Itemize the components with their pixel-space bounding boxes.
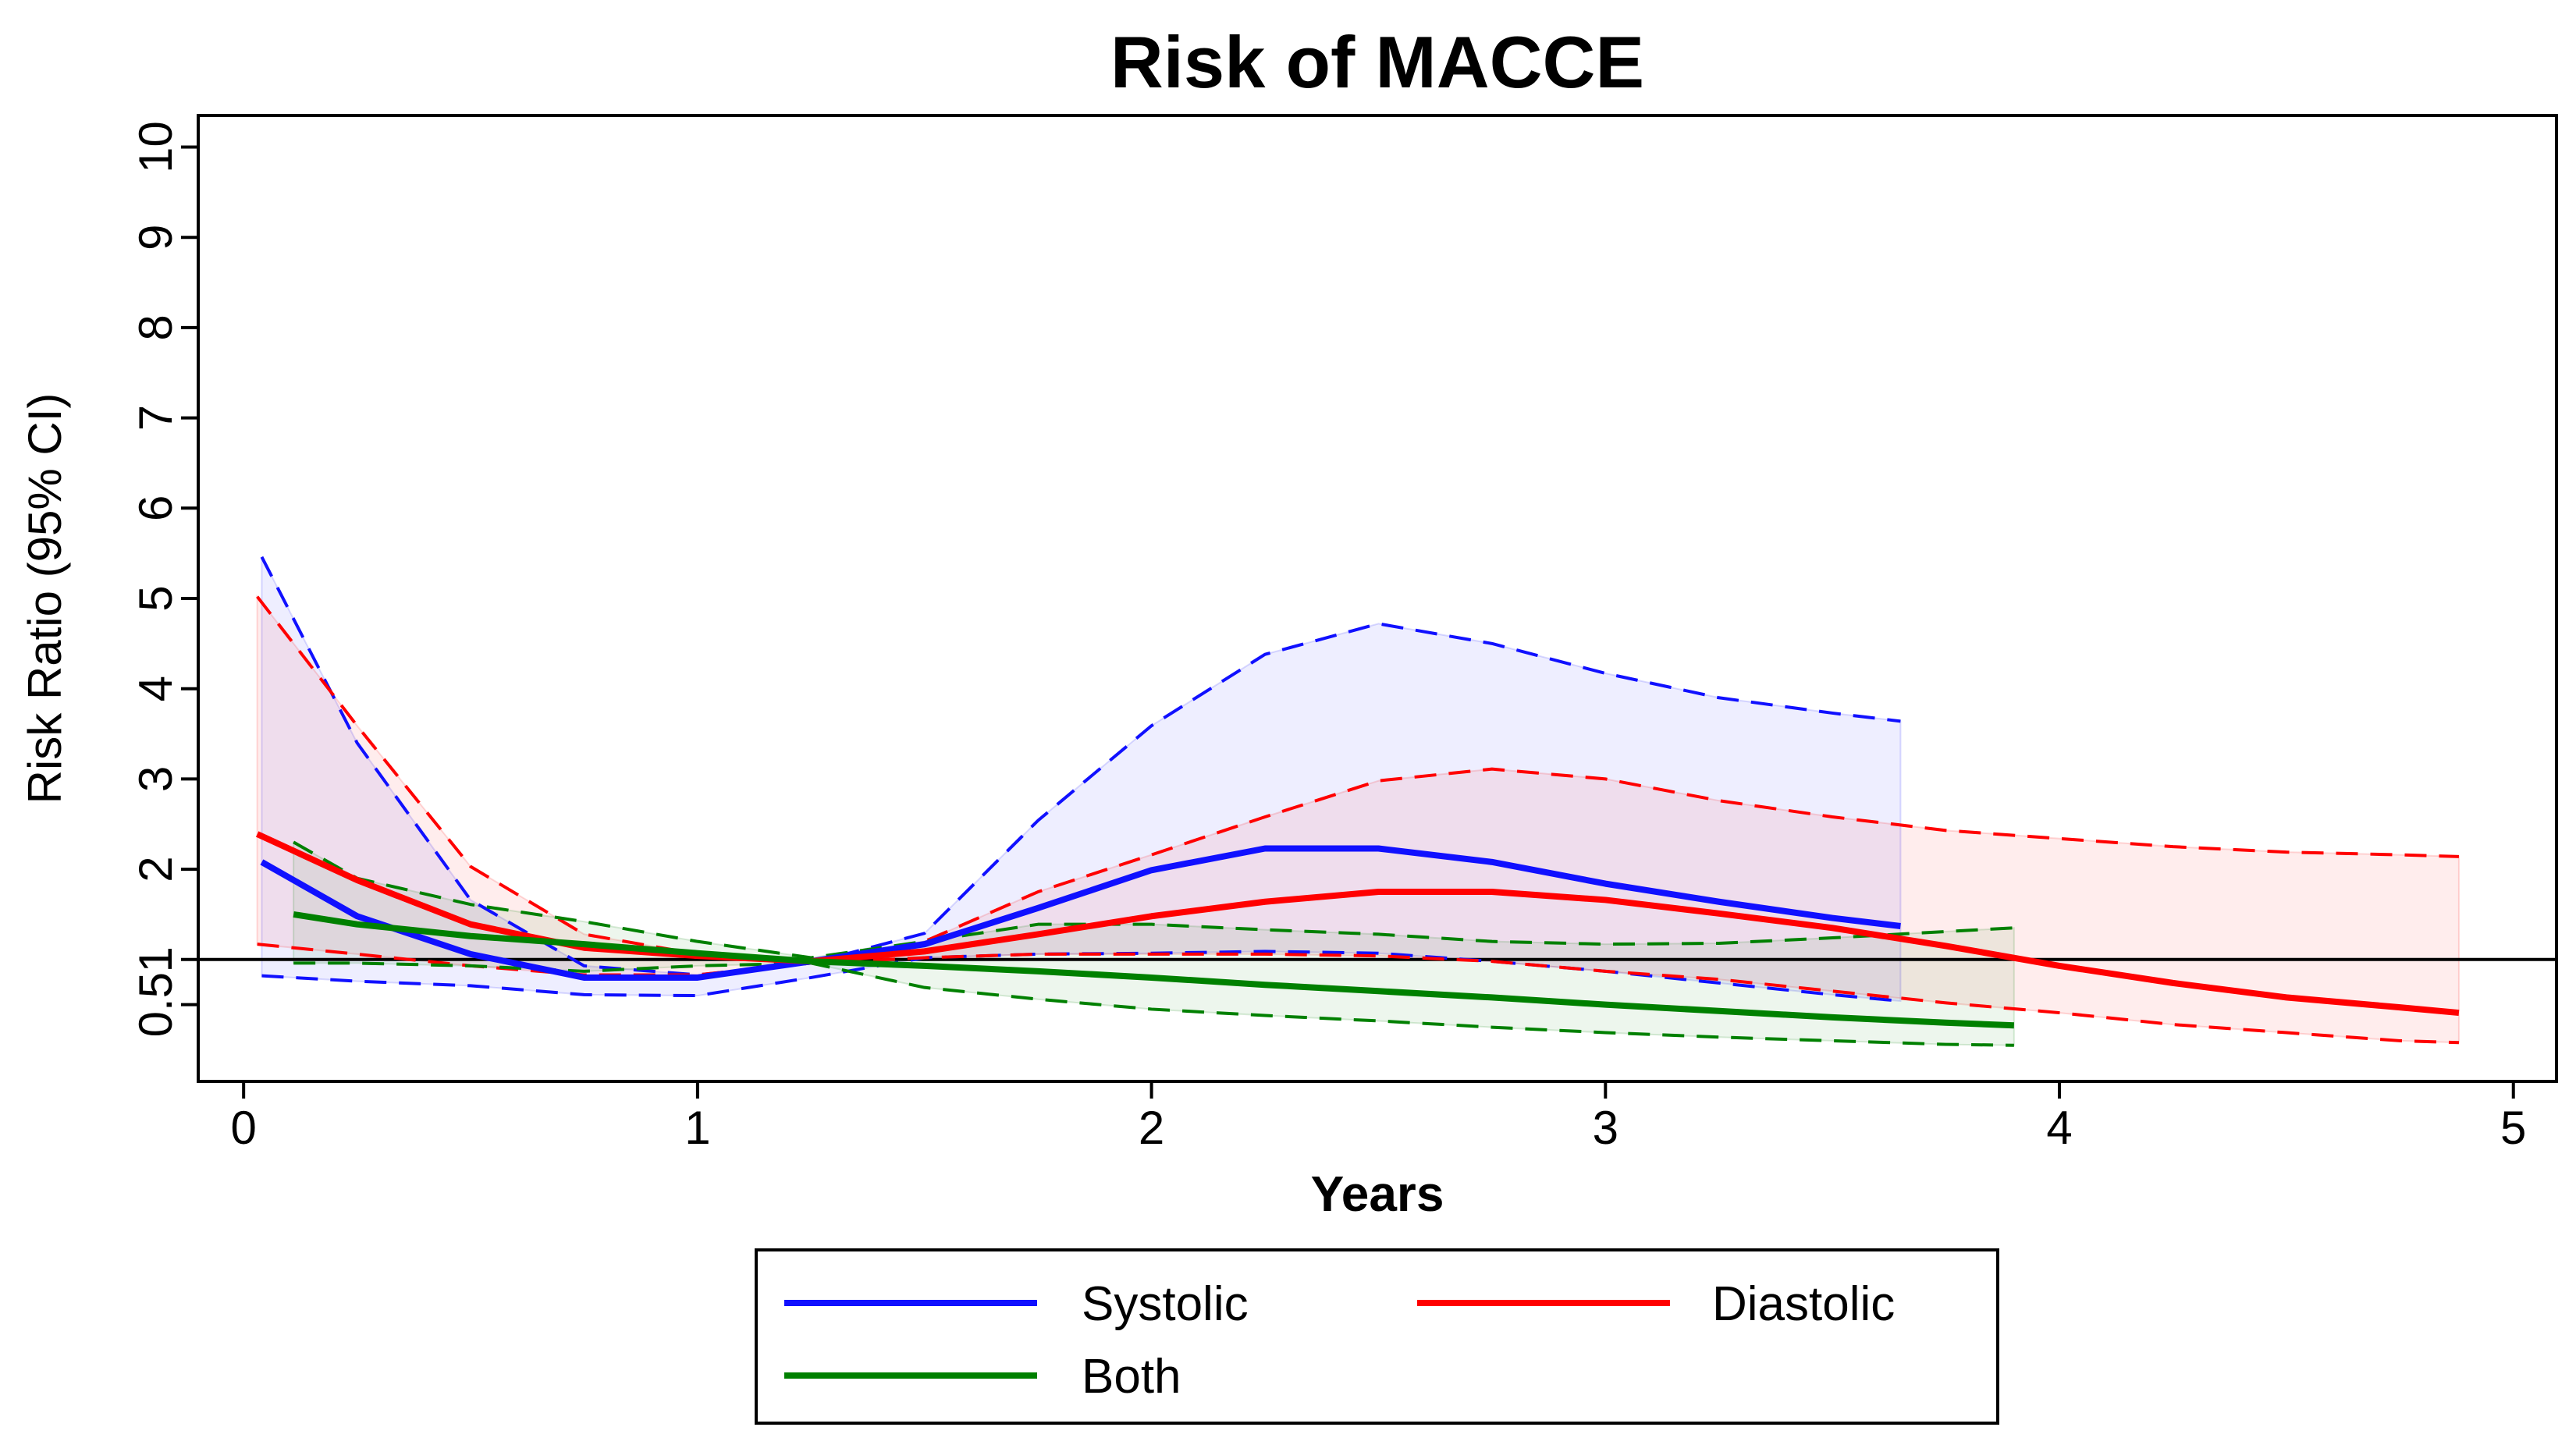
- x-tick-label: 4: [2046, 1102, 2072, 1154]
- y-tick-label: 4: [130, 676, 182, 701]
- y-tick-label: 8: [130, 314, 182, 340]
- y-tick-label: 7: [130, 405, 182, 431]
- x-axis-label: Years: [1311, 1166, 1444, 1222]
- ci-line: [256, 595, 2459, 965]
- x-tick-label: 2: [1139, 1102, 1164, 1154]
- legend-label: Both: [1082, 1350, 1181, 1404]
- y-axis-label: Risk Ratio (95% CI): [19, 393, 71, 804]
- y-tick-label: 6: [130, 495, 182, 521]
- series-line: [293, 911, 2015, 1029]
- y-tick-label: 5: [130, 585, 182, 611]
- legend-box: [755, 1248, 1999, 1425]
- y-tick-label: 0.5: [130, 972, 182, 1037]
- ci-line: [293, 840, 2014, 960]
- x-tick-label: 3: [1593, 1102, 1618, 1154]
- x-tick-label: 0: [230, 1102, 256, 1154]
- y-tick-label: 10: [130, 121, 182, 173]
- ci-line: [260, 556, 1901, 977]
- y-tick-label: 3: [130, 766, 182, 792]
- x-tick-label: 1: [684, 1102, 710, 1154]
- y-tick-label: 2: [130, 856, 182, 882]
- x-tick-label: 5: [2500, 1102, 2526, 1154]
- legend-label: Systolic: [1082, 1277, 1249, 1331]
- legend-label: Diastolic: [1712, 1277, 1895, 1331]
- series-line: [260, 845, 1901, 981]
- chart-title: Risk of MACCE: [1110, 21, 1644, 103]
- y-tick-label: 1: [130, 946, 182, 972]
- series-line: [255, 831, 2460, 1017]
- y-tick-label: 9: [130, 225, 182, 250]
